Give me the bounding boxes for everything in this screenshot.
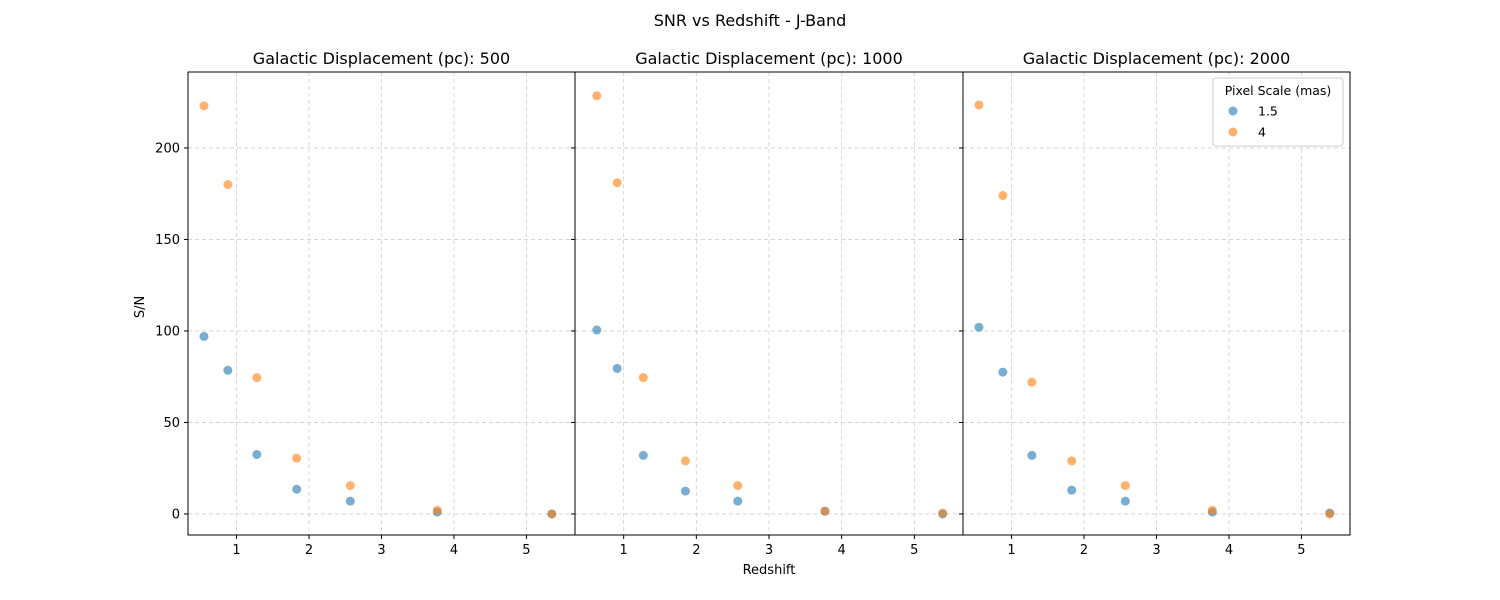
data-point-1_5 bbox=[1067, 485, 1077, 495]
x-tick-label: 3 bbox=[765, 543, 773, 558]
x-tick-label: 1 bbox=[620, 543, 628, 558]
figure-title: SNR vs Redshift - J-Band bbox=[654, 11, 847, 30]
data-point-4 bbox=[547, 509, 557, 519]
y-axis-label: S/N bbox=[133, 296, 148, 318]
y-tick-label: 200 bbox=[155, 141, 180, 156]
x-tick-label: 2 bbox=[305, 543, 313, 558]
data-point-4 bbox=[680, 456, 690, 466]
data-point-1_5 bbox=[612, 363, 622, 373]
panel-title: Galactic Displacement (pc): 2000 bbox=[1023, 49, 1291, 68]
data-point-4 bbox=[1067, 456, 1077, 466]
data-point-4 bbox=[638, 373, 648, 383]
y-tick-label: 50 bbox=[163, 416, 180, 431]
legend-entry-label: 4 bbox=[1258, 125, 1266, 140]
data-point-4 bbox=[223, 180, 233, 190]
legend-marker bbox=[1228, 106, 1238, 116]
panel-title: Galactic Displacement (pc): 500 bbox=[253, 49, 510, 68]
data-point-1_5 bbox=[199, 331, 209, 341]
y-tick-label: 0 bbox=[172, 507, 180, 522]
data-point-4 bbox=[974, 100, 984, 110]
x-tick-label: 4 bbox=[450, 543, 458, 558]
data-point-4 bbox=[345, 481, 355, 491]
data-point-1_5 bbox=[733, 496, 743, 506]
x-axis-label: Redshift bbox=[743, 563, 796, 578]
data-point-4 bbox=[820, 506, 830, 516]
x-tick-label: 2 bbox=[1080, 543, 1088, 558]
y-tick-label: 150 bbox=[155, 233, 180, 248]
legend-marker bbox=[1228, 127, 1238, 137]
data-point-4 bbox=[1120, 481, 1130, 491]
data-point-4 bbox=[733, 481, 743, 491]
panel-3: 1 2 3 4 5 Galactic Displacement (pc): 2000 bbox=[959, 49, 1351, 558]
panel-title: Galactic Displacement (pc): 1000 bbox=[635, 49, 903, 68]
data-point-4 bbox=[199, 101, 209, 111]
x-tick-label: 5 bbox=[1297, 543, 1305, 558]
data-point-4 bbox=[292, 453, 302, 463]
legend-box bbox=[1212, 77, 1344, 147]
x-tick-label: 5 bbox=[910, 543, 918, 558]
x-tick-label: 3 bbox=[1152, 543, 1160, 558]
data-point-1_5 bbox=[252, 449, 262, 459]
data-point-1_5 bbox=[223, 365, 233, 375]
data-point-1_5 bbox=[1027, 450, 1037, 460]
data-point-1_5 bbox=[638, 450, 648, 460]
data-point-4 bbox=[938, 508, 948, 518]
x-tick-label: 5 bbox=[522, 543, 530, 558]
data-point-1_5 bbox=[1120, 496, 1130, 506]
data-point-1_5 bbox=[592, 325, 602, 335]
data-point-4 bbox=[592, 91, 602, 101]
data-point-1_5 bbox=[292, 484, 302, 494]
data-point-4 bbox=[998, 191, 1008, 201]
data-point-1_5 bbox=[998, 367, 1008, 377]
data-point-1_5 bbox=[345, 496, 355, 506]
x-tick-label: 2 bbox=[692, 543, 700, 558]
data-point-4 bbox=[1207, 505, 1217, 515]
data-point-1_5 bbox=[680, 486, 690, 496]
data-point-4 bbox=[1027, 377, 1037, 387]
legend-title: Pixel Scale (mas) bbox=[1225, 83, 1332, 98]
data-point-1_5 bbox=[974, 322, 984, 332]
data-point-4 bbox=[252, 373, 262, 383]
x-tick-label: 3 bbox=[377, 543, 385, 558]
y-tick-label: 100 bbox=[155, 324, 180, 339]
x-tick-label: 1 bbox=[232, 543, 240, 558]
legend: Pixel Scale (mas) 1.5 4 bbox=[1212, 77, 1344, 147]
data-point-4 bbox=[432, 505, 442, 515]
panel-2: 1 2 3 4 5 Galactic Displacement (pc): 1000 bbox=[571, 49, 964, 558]
x-tick-label: 4 bbox=[1225, 543, 1233, 558]
x-tick-label: 4 bbox=[838, 543, 846, 558]
data-point-4 bbox=[1325, 509, 1335, 519]
data-point-4 bbox=[612, 178, 622, 188]
legend-entry-label: 1.5 bbox=[1258, 104, 1278, 119]
x-tick-label: 1 bbox=[1007, 543, 1015, 558]
